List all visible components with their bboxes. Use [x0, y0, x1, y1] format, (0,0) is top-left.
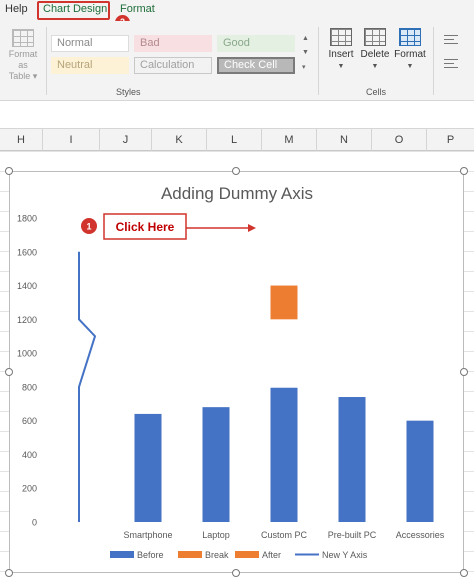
callout-box — [103, 213, 187, 240]
resize-handle[interactable] — [232, 167, 240, 175]
align-icon[interactable] — [444, 35, 458, 44]
delete-button[interactable]: Delete ▼ — [356, 28, 394, 73]
styles-scroll-up-icon[interactable]: ▲ — [302, 35, 309, 42]
x-tick-label: Custom PC — [261, 530, 308, 540]
bar-before — [134, 413, 162, 522]
divider — [318, 27, 319, 95]
column-header[interactable]: K — [152, 129, 207, 151]
table-icon — [12, 29, 34, 47]
y-tick-label: 0 — [32, 518, 37, 528]
insert-button[interactable]: Insert ▼ — [322, 28, 360, 73]
y-tick-label: 400 — [22, 450, 37, 460]
style-calculation[interactable]: Calculation — [134, 57, 212, 74]
format-as-table-label-1: Format as — [8, 49, 38, 70]
resize-handle[interactable] — [5, 569, 13, 577]
format-label: Format — [394, 49, 426, 60]
tab-format[interactable]: Format — [120, 3, 155, 15]
tab-chart-design[interactable]: Chart Design — [43, 3, 108, 15]
y-tick-label: 1000 — [17, 349, 37, 359]
bar-series — [134, 285, 434, 522]
legend-label: Break — [205, 550, 229, 560]
align-icon[interactable] — [444, 59, 458, 68]
bar-before — [270, 387, 298, 522]
column-header[interactable]: O — [372, 129, 427, 151]
format-button[interactable]: Format ▼ — [391, 28, 429, 73]
delete-cells-icon — [364, 28, 386, 46]
resize-handle[interactable] — [232, 569, 240, 577]
bar-before — [202, 407, 230, 522]
step-1-badge — [81, 218, 97, 234]
styles-group-label: Styles — [116, 87, 141, 97]
ribbon: Format as Table ▾ Normal Bad Good Neutra… — [0, 21, 474, 101]
step-1-label: 1 — [86, 222, 91, 232]
column-header[interactable]: P — [446, 134, 455, 146]
y-tick-label: 1400 — [17, 281, 37, 291]
delete-caret-icon: ▼ — [371, 63, 379, 70]
column-header[interactable]: N — [317, 129, 372, 151]
y-tick-label: 600 — [22, 416, 37, 426]
format-as-table-button[interactable]: Format as Table ▾ — [4, 29, 42, 82]
x-tick-label: Laptop — [202, 530, 230, 540]
style-normal[interactable]: Normal — [51, 35, 129, 52]
style-bad[interactable]: Bad — [134, 35, 212, 52]
y-tick-label: 200 — [22, 484, 37, 494]
legend: Before Break After New Y Axis — [110, 550, 368, 560]
chart-area[interactable]: Adding Dummy Axis 0 200 400 600 800 1000 1200 1… — [9, 171, 464, 573]
click-here-callout: Click Here 1 — [81, 213, 256, 240]
style-good[interactable]: Good — [217, 35, 295, 52]
y-tick-label: 1200 — [17, 315, 37, 325]
bar-after — [270, 285, 298, 320]
legend-swatch — [235, 551, 259, 558]
legend-label: Before — [137, 550, 164, 560]
insert-caret-icon: ▼ — [337, 63, 345, 70]
legend-label: After — [262, 550, 281, 560]
chart-title[interactable]: Adding Dummy Axis — [161, 184, 313, 203]
bar-before — [338, 397, 366, 522]
divider — [433, 27, 434, 95]
styles-scroll-down-icon[interactable]: ▼ — [302, 49, 309, 56]
chart-design-highlight — [37, 1, 110, 20]
arrow-right-icon — [248, 224, 256, 232]
resize-handle[interactable] — [460, 569, 468, 577]
resize-handle[interactable] — [460, 167, 468, 175]
x-tick-label: Smartphone — [123, 530, 172, 540]
style-neutral[interactable]: Neutral — [51, 57, 129, 74]
resize-handle[interactable] — [5, 167, 13, 175]
column-header[interactable]: M — [262, 129, 317, 151]
x-tick-label: Pre-built PC — [328, 530, 377, 540]
cells-group-label: Cells — [366, 87, 387, 97]
delete-label: Delete — [360, 49, 390, 60]
column-header[interactable]: L — [207, 129, 262, 151]
y-axis-ticks: 0 200 400 600 800 1000 1200 1400 1600 1800 — [17, 214, 37, 528]
tab-help[interactable]: Help — [5, 3, 28, 15]
formula-area — [0, 101, 474, 129]
resize-handle[interactable] — [460, 368, 468, 376]
callout-text: Click Here — [116, 220, 175, 234]
divider — [46, 27, 47, 95]
x-axis-labels: Smartphone Laptop Custom PC Pre-built PC Acc… — [123, 530, 444, 540]
format-cells-icon — [399, 28, 421, 46]
y-tick-label: 1600 — [17, 247, 37, 257]
chart-canvas: Adding Dummy Axis 0 200 400 600 800 1000 1200 1… — [17, 184, 445, 560]
insert-label: Insert — [328, 49, 354, 60]
column-header[interactable]: H — [0, 129, 43, 151]
new-y-axis-path — [78, 251, 97, 522]
format-as-table-label-2: Table ▾ — [8, 71, 38, 81]
styles-more-icon[interactable]: ▾ — [302, 64, 306, 71]
new-y-axis-line — [78, 251, 97, 522]
legend-swatch — [178, 551, 202, 558]
y-tick-label: 1800 — [17, 214, 37, 224]
resize-handle[interactable] — [5, 368, 13, 376]
format-caret-icon: ▼ — [406, 63, 414, 70]
column-headers: H I J K L M N O P — [0, 129, 474, 151]
style-check-cell[interactable]: Check Cell — [217, 57, 295, 74]
legend-label: New Y Axis — [322, 550, 368, 560]
column-header[interactable]: J — [100, 129, 152, 151]
y-tick-label: 800 — [22, 382, 37, 392]
bar-before — [406, 420, 434, 522]
column-header[interactable]: I — [43, 129, 100, 151]
x-tick-label: Accessories — [396, 530, 445, 540]
legend-swatch — [110, 551, 134, 558]
insert-cells-icon — [330, 28, 352, 46]
